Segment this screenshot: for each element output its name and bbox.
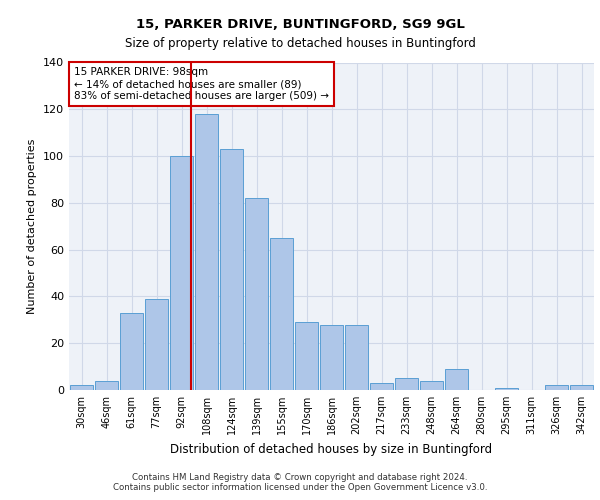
Bar: [395, 378, 418, 390]
Bar: [194, 114, 218, 390]
Bar: [145, 299, 169, 390]
Text: 15, PARKER DRIVE, BUNTINGFORD, SG9 9GL: 15, PARKER DRIVE, BUNTINGFORD, SG9 9GL: [136, 18, 464, 30]
Bar: [70, 386, 94, 390]
Bar: [119, 313, 143, 390]
Bar: [245, 198, 268, 390]
Bar: [95, 380, 118, 390]
Bar: [419, 380, 443, 390]
Text: Contains HM Land Registry data © Crown copyright and database right 2024.
Contai: Contains HM Land Registry data © Crown c…: [113, 473, 487, 492]
Bar: [320, 324, 343, 390]
Bar: [295, 322, 319, 390]
Bar: [445, 369, 469, 390]
Bar: [370, 383, 394, 390]
Bar: [220, 149, 244, 390]
Bar: [170, 156, 193, 390]
Bar: [494, 388, 518, 390]
Bar: [569, 386, 593, 390]
Text: 15 PARKER DRIVE: 98sqm
← 14% of detached houses are smaller (89)
83% of semi-det: 15 PARKER DRIVE: 98sqm ← 14% of detached…: [74, 68, 329, 100]
Text: Size of property relative to detached houses in Buntingford: Size of property relative to detached ho…: [125, 38, 475, 51]
X-axis label: Distribution of detached houses by size in Buntingford: Distribution of detached houses by size …: [170, 442, 493, 456]
Bar: [545, 386, 568, 390]
Bar: [269, 238, 293, 390]
Bar: [344, 324, 368, 390]
Y-axis label: Number of detached properties: Number of detached properties: [28, 138, 37, 314]
